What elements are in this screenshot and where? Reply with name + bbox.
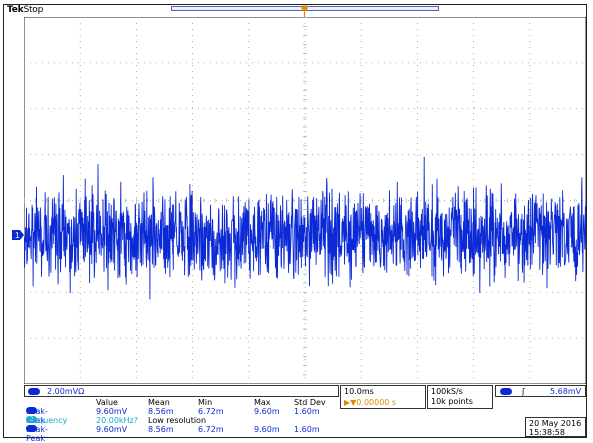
acquisition-status: Stop	[23, 5, 44, 15]
channel-scale-readout[interactable]: 2.00mVΩ	[24, 385, 339, 397]
bandwidth-symbol: Ω	[78, 387, 85, 396]
status-bar: TekStop	[4, 5, 586, 17]
date: 20 May 2016	[529, 419, 582, 428]
measurement-value: 9.60mV	[96, 407, 128, 416]
measurement-min: 6.72m	[198, 407, 224, 416]
measurement-value: 9.60mV	[96, 425, 128, 434]
brand-status: TekStop	[7, 5, 43, 16]
datetime-readout: 20 May 2016 15:38:58	[525, 417, 586, 437]
trigger-readout[interactable]: ʃ 5.68mV	[495, 385, 586, 397]
measurement-mean: 8.56m	[148, 407, 174, 416]
acquisition-readout[interactable]: 100kS/s 10k points	[427, 385, 493, 409]
measurement-min: 6.72m	[198, 425, 224, 434]
horizontal-scale: 10.0ms	[344, 387, 374, 396]
measurement-std-dev: 1.60m	[294, 407, 320, 416]
channel-1-ground-marker[interactable]: 1	[12, 230, 24, 240]
col-std-dev: Std Dev	[294, 398, 326, 407]
measurement-mean: 8.56m	[148, 425, 174, 434]
measurement-label: Frequency	[26, 416, 68, 425]
trigger-level: 5.68mV	[550, 387, 582, 396]
waveform-graticule[interactable]	[24, 17, 586, 384]
record-length: 10k points	[431, 397, 473, 406]
channel-1-waveform	[24, 156, 586, 300]
rising-edge-icon: ʃ	[522, 387, 525, 396]
channel-number: 1	[15, 231, 20, 240]
time: 15:38:58	[529, 428, 565, 437]
channel-1-badge	[26, 425, 37, 432]
col-min: Min	[198, 398, 213, 407]
measurement-max: 9.60m	[254, 407, 280, 416]
measurements-header: Value Mean Min Max Std Dev	[24, 398, 339, 407]
vertical-scale: 2.00mV	[47, 387, 79, 396]
brand-logo: Tek	[7, 5, 24, 15]
measurement-label: Peak-Peak	[26, 425, 48, 443]
measurement-note: Low resolution	[148, 416, 207, 425]
col-mean: Mean	[148, 398, 170, 407]
trigger-source-badge	[500, 388, 512, 395]
measurement-value: 20.00kHz?	[96, 416, 138, 425]
col-value: Value	[96, 398, 118, 407]
channel-2-badge: 2	[26, 416, 37, 423]
measurements-table: Value Mean Min Max Std Dev Peak-Peak 9.6…	[24, 398, 339, 443]
horizontal-position: ▶▼0.00000 s	[344, 398, 397, 407]
channel-1-badge	[28, 388, 40, 395]
col-max: Max	[254, 398, 271, 407]
measurement-row[interactable]: 2 Frequency 20.00kHz? Low resolution	[24, 416, 339, 425]
sample-rate: 100kS/s	[431, 387, 463, 396]
timebase-readout[interactable]: 10.0ms ▶▼0.00000 s	[340, 385, 426, 409]
channel-1-badge	[26, 407, 37, 414]
measurement-std-dev: 1.60m	[294, 425, 320, 434]
measurement-max: 9.60m	[254, 425, 280, 434]
readout-panel: 2.00mVΩ Value Mean Min Max Std Dev Peak-…	[24, 385, 586, 443]
measurement-row[interactable]: Peak-Peak 9.60mV 8.56m 6.72m 9.60m 1.60m	[24, 407, 339, 425]
measurement-row[interactable]: Peak-Peak 9.60mV 8.56m 6.72m 9.60m 1.60m	[24, 425, 339, 443]
